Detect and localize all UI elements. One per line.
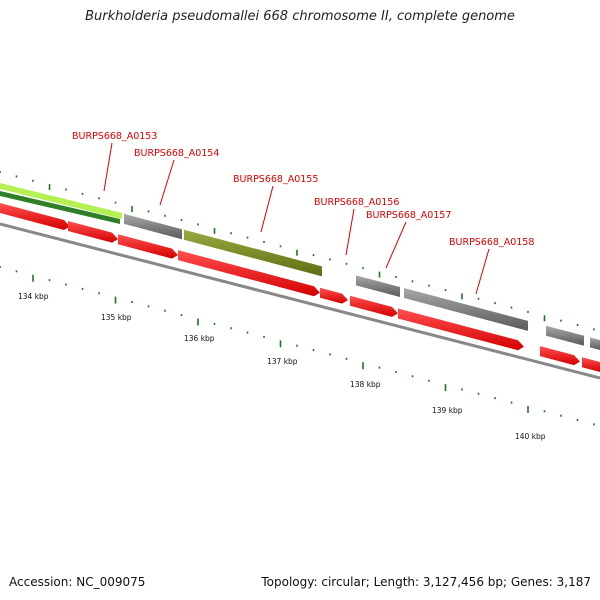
accession-text: Accession: NC_009075 <box>9 575 146 589</box>
page-title: Burkholderia pseudomallei 668 chromosome… <box>85 9 515 24</box>
orf-lime <box>0 183 122 219</box>
gene-leader-line <box>345 208 355 256</box>
cds-arrow <box>320 287 348 304</box>
scale-label: 136 kbp <box>184 334 215 343</box>
orf-grey <box>546 325 584 346</box>
cds-arrow <box>118 234 178 259</box>
gene-label: BURPS668_A0155 <box>233 174 318 185</box>
orf-grey <box>356 275 400 297</box>
orf-green <box>0 191 120 224</box>
backbone-line <box>0 222 600 380</box>
cds-arrow <box>0 203 70 230</box>
scale-label: 137 kbp <box>267 357 298 366</box>
orf-grey <box>124 213 182 240</box>
orf-grey <box>590 337 600 350</box>
cds-arrow <box>178 250 320 297</box>
label-track: BURPS668_A0153 BURPS668_A0154 BURPS668_A01… <box>18 131 546 441</box>
gene-leader-line <box>103 142 113 192</box>
topology-summary: Topology: circular; Length: 3,127,456 bp… <box>261 575 591 589</box>
gene-leader-line <box>385 221 407 269</box>
gene-label: BURPS668_A0158 <box>449 237 534 248</box>
scale-label: 135 kbp <box>101 313 132 322</box>
orf-grey <box>404 288 528 331</box>
cds-track <box>0 203 600 372</box>
scale-label: 139 kbp <box>432 406 463 415</box>
tick-track <box>0 171 595 426</box>
scale-label: 138 kbp <box>350 380 381 389</box>
gene-leader-line <box>159 159 175 206</box>
gene-label: BURPS668_A0153 <box>72 131 157 142</box>
orf-olive <box>184 229 322 277</box>
orf-track <box>124 213 600 350</box>
cds-arrow <box>582 357 600 372</box>
gene-label: BURPS668_A0156 <box>314 197 399 208</box>
gene-label: BURPS668_A0154 <box>134 148 219 159</box>
cds-arrow <box>68 221 118 243</box>
cds-arrow <box>540 346 580 366</box>
gene-label: BURPS668_A0157 <box>366 210 451 221</box>
scale-label: 134 kbp <box>18 292 49 301</box>
gene-leader-line <box>260 185 274 233</box>
cds-arrow <box>350 295 398 317</box>
cds-arrow <box>398 308 524 351</box>
gene-leader-line <box>475 248 490 295</box>
scale-label: 140 kbp <box>515 432 546 441</box>
